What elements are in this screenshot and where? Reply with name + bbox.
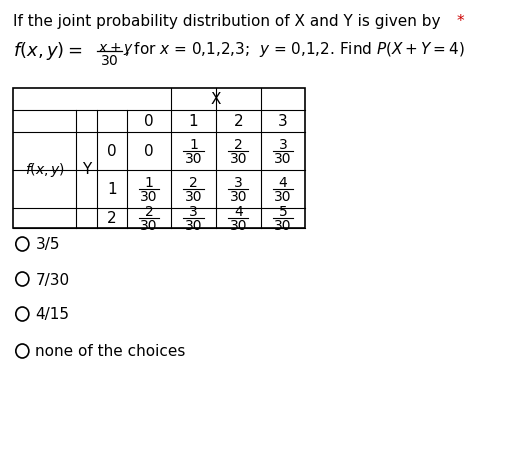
Text: 4: 4 — [279, 175, 287, 189]
Text: 0: 0 — [107, 144, 116, 159]
Text: 30: 30 — [185, 219, 203, 232]
Text: 2: 2 — [107, 211, 116, 226]
Text: 5: 5 — [279, 205, 287, 219]
Text: 0: 0 — [144, 144, 154, 159]
Text: 3: 3 — [278, 114, 288, 129]
Text: $x+y$: $x+y$ — [98, 41, 134, 57]
Text: $f(x,y)$: $f(x,y)$ — [25, 161, 65, 179]
Text: 0: 0 — [144, 114, 154, 129]
Text: 4/15: 4/15 — [35, 307, 69, 322]
Text: 30: 30 — [229, 152, 247, 166]
Text: 2: 2 — [234, 114, 243, 129]
Text: *: * — [457, 14, 464, 29]
Text: 30: 30 — [229, 189, 247, 203]
Text: 2: 2 — [234, 138, 242, 152]
Text: 30: 30 — [140, 219, 158, 232]
Text: 1: 1 — [189, 138, 198, 152]
Bar — [13, 89, 305, 229]
Text: 7/30: 7/30 — [35, 272, 69, 287]
Text: 4: 4 — [234, 205, 242, 219]
Text: 2: 2 — [189, 175, 198, 189]
Text: 1: 1 — [189, 114, 198, 129]
Text: 30: 30 — [274, 189, 292, 203]
Text: 30: 30 — [274, 219, 292, 232]
Text: 30: 30 — [229, 219, 247, 232]
Text: 1: 1 — [107, 182, 116, 197]
Text: 3: 3 — [279, 138, 287, 152]
Text: , for $x$ = 0,1,2,3;  $y$ = 0,1,2. Find $P$($X + Y = 4$): , for $x$ = 0,1,2,3; $y$ = 0,1,2. Find $… — [124, 40, 465, 59]
Text: Y: Y — [82, 162, 91, 177]
Text: $f(x, y) =$: $f(x, y) =$ — [13, 40, 83, 62]
Text: X: X — [211, 92, 221, 107]
Text: 30: 30 — [274, 152, 292, 166]
Text: 2: 2 — [145, 205, 153, 219]
Text: 3: 3 — [189, 205, 198, 219]
Text: If the joint probability distribution of X and Y is given by: If the joint probability distribution of… — [13, 14, 441, 29]
Text: 30: 30 — [185, 152, 203, 166]
Text: 30: 30 — [140, 189, 158, 203]
Text: 3/5: 3/5 — [35, 237, 60, 252]
Text: 3: 3 — [234, 175, 242, 189]
Text: 1: 1 — [145, 175, 154, 189]
Text: $30$: $30$ — [99, 54, 118, 68]
Text: 30: 30 — [185, 189, 203, 203]
Text: none of the choices: none of the choices — [35, 344, 186, 359]
